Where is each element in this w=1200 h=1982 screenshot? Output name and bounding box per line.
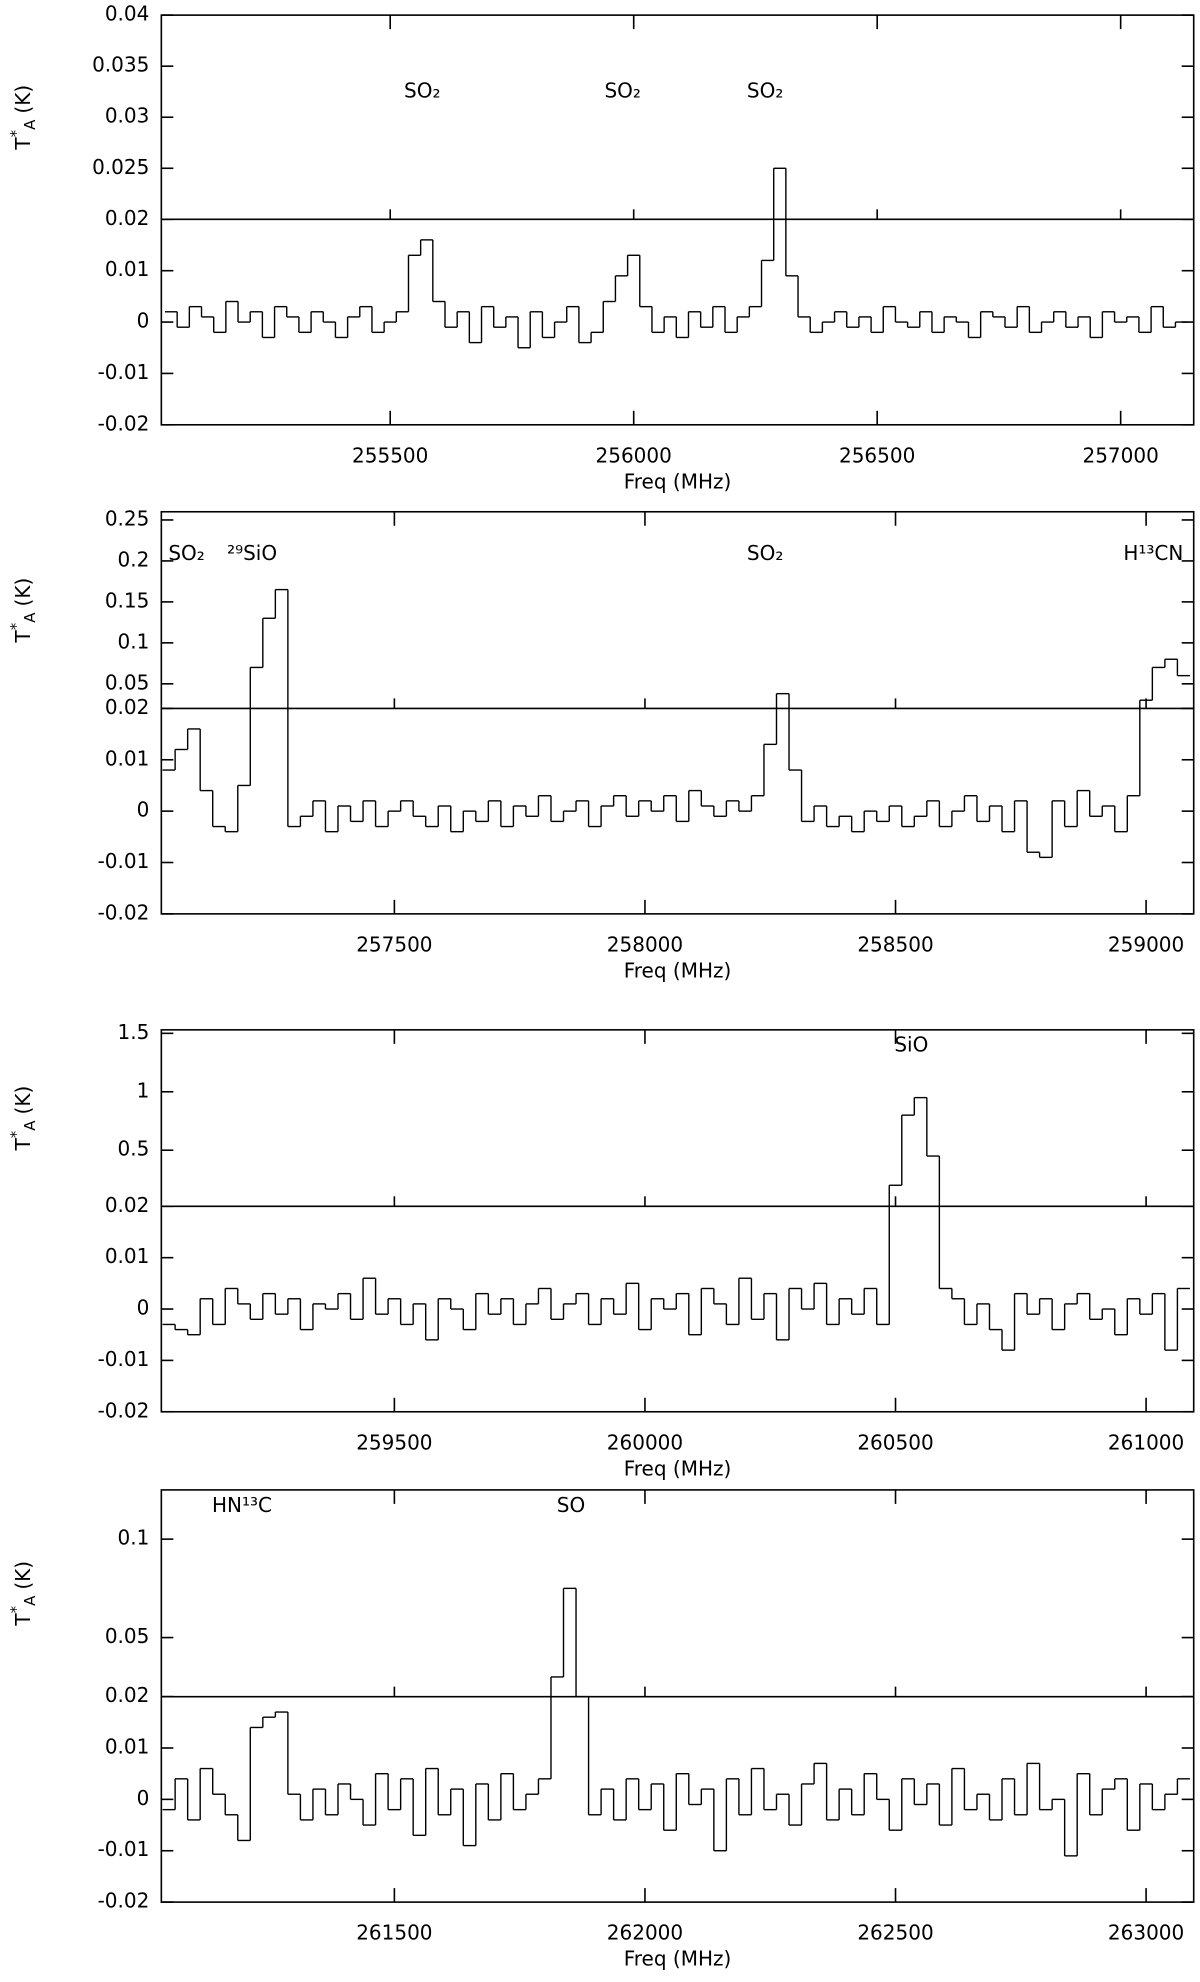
x-tick-label: 263000: [1108, 1921, 1184, 1945]
y-tick-label: 0.01: [105, 257, 150, 281]
y-tick-label: 0: [137, 1296, 150, 1320]
y-tick-label: 0: [137, 309, 150, 333]
line-annotation: SO₂: [168, 541, 204, 565]
y-tick-label: 0.02: [105, 206, 150, 230]
y-label-symbol: T: [11, 137, 35, 151]
x-tick-label: 255500: [352, 443, 428, 467]
y-tick-label: 0.05: [105, 1624, 150, 1648]
x-tick-label: 260000: [607, 1430, 683, 1454]
y-tick-label: -0.01: [98, 360, 150, 384]
y-label-unit: (K): [11, 1086, 35, 1115]
x-axis-label: Freq (MHz): [624, 1456, 732, 1480]
y-label-sup: *: [7, 622, 25, 630]
y-tick-label: 0.02: [105, 1683, 150, 1707]
y-tick-label: 0.1: [118, 1526, 150, 1550]
line-annotation: H¹³CN: [1123, 541, 1183, 565]
y-tick-label: 0.2: [118, 547, 150, 571]
line-annotation: SO₂: [747, 541, 783, 565]
y-tick-label: 0.1: [118, 629, 150, 653]
spectrum-riser: [174, 1588, 1179, 1856]
y-tick-label: 0.01: [105, 746, 150, 770]
x-tick-label: 259500: [356, 1430, 432, 1454]
panel: -0.02 -0.01 0 0.01 0.02 0.025 0.03 0.035 0.04 255…: [7, 2, 1195, 493]
line-annotation: SO: [557, 1493, 585, 1517]
y-tick-label: -0.02: [98, 1398, 150, 1422]
y-label-unit: (K): [11, 85, 35, 114]
y-tick-label: -0.02: [98, 900, 150, 924]
y-tick-label: 0: [137, 1786, 150, 1810]
line-annotation: SO₂: [404, 79, 440, 103]
y-axis-label: T*A (K): [7, 85, 39, 151]
line-annotation: SO₂: [604, 79, 640, 103]
y-label-unit: (K): [11, 578, 35, 607]
x-tick-label: 259000: [1108, 932, 1184, 956]
x-axis-label: Freq (MHz): [624, 958, 732, 982]
y-axis-label: T*A (K): [7, 578, 39, 644]
x-tick-label: 257500: [356, 932, 432, 956]
y-tick-label: 0.25: [105, 506, 150, 530]
x-tick-label: 261000: [1108, 1430, 1184, 1454]
y-axis-label: T*A (K): [7, 1086, 39, 1152]
y-tick-label: 0.035: [92, 53, 149, 77]
line-annotation: SiO: [894, 1033, 928, 1057]
x-tick-label: 256500: [839, 443, 915, 467]
line-annotation: SO₂: [747, 79, 783, 103]
y-tick-label: 0.15: [105, 588, 150, 612]
y-label-symbol: T: [11, 1137, 35, 1151]
line-annotation: HN¹³C: [212, 1493, 272, 1517]
x-tick-label: 258000: [607, 932, 683, 956]
spectrum-riser: [174, 1097, 1179, 1351]
y-tick-label: 0.01: [105, 1244, 150, 1268]
y-label-sub: A: [21, 1120, 39, 1131]
y-tick-label: 1.5: [118, 1020, 150, 1044]
x-tick-label: 260500: [857, 1430, 933, 1454]
x-tick-label: 256000: [596, 443, 672, 467]
y-tick-label: 0.03: [105, 104, 150, 128]
y-tick-label: 0.04: [105, 2, 150, 26]
panel: -0.02 -0.01 0 0.01 0.02 0.5 1 1.5 259500 260000 26…: [7, 1020, 1195, 1480]
y-tick-label: 0.02: [105, 1193, 150, 1217]
spectrum-riser: [174, 589, 1179, 858]
y-tick-label: 0.5: [118, 1137, 150, 1161]
y-axis-label: T*A (K): [7, 1561, 39, 1627]
x-tick-label: 257000: [1082, 443, 1158, 467]
plot-frame: [160, 1029, 1195, 1413]
y-label-sup: *: [7, 1130, 25, 1138]
x-tick-label: 262000: [607, 1921, 683, 1945]
x-tick-label: 262500: [857, 1921, 933, 1945]
y-tick-label: 0.02: [105, 695, 150, 719]
y-tick-label: 0: [137, 798, 150, 822]
spectrum-riser: [176, 168, 1177, 348]
x-axis-label: Freq (MHz): [624, 469, 732, 493]
x-tick-label: 261500: [356, 1921, 432, 1945]
y-tick-label: 1: [137, 1078, 150, 1102]
y-tick-label: -0.02: [98, 411, 150, 435]
y-label-sup: *: [7, 1605, 25, 1613]
panel: -0.02 -0.01 0 0.01 0.020.05 0.1 0.15 0.2 0.25 257…: [7, 506, 1195, 982]
y-label-unit: (K): [11, 1561, 35, 1590]
plot-frame: [160, 510, 1195, 915]
x-tick-label: 258500: [857, 932, 933, 956]
y-tick-label: -0.01: [98, 1347, 150, 1371]
panel: -0.02 -0.01 0 0.01 0.02 0.05 0.1 261500 262000 26…: [7, 1489, 1195, 1971]
y-label-symbol: T: [11, 1613, 35, 1627]
y-label-sup: *: [7, 129, 25, 137]
y-tick-label: -0.02: [98, 1889, 150, 1913]
y-label-sub: A: [21, 612, 39, 623]
y-label-symbol: T: [11, 629, 35, 643]
y-tick-label: -0.01: [98, 1837, 150, 1861]
x-axis-label: Freq (MHz): [624, 1947, 732, 1971]
y-label-sub: A: [21, 119, 39, 130]
line-annotation: ²⁹SiO: [227, 541, 277, 565]
y-tick-label: -0.01: [98, 849, 150, 873]
y-tick-label: 0.01: [105, 1735, 150, 1759]
y-label-sub: A: [21, 1595, 39, 1606]
y-tick-label: 0.05: [105, 670, 150, 694]
y-tick-label: 0.025: [92, 155, 149, 179]
